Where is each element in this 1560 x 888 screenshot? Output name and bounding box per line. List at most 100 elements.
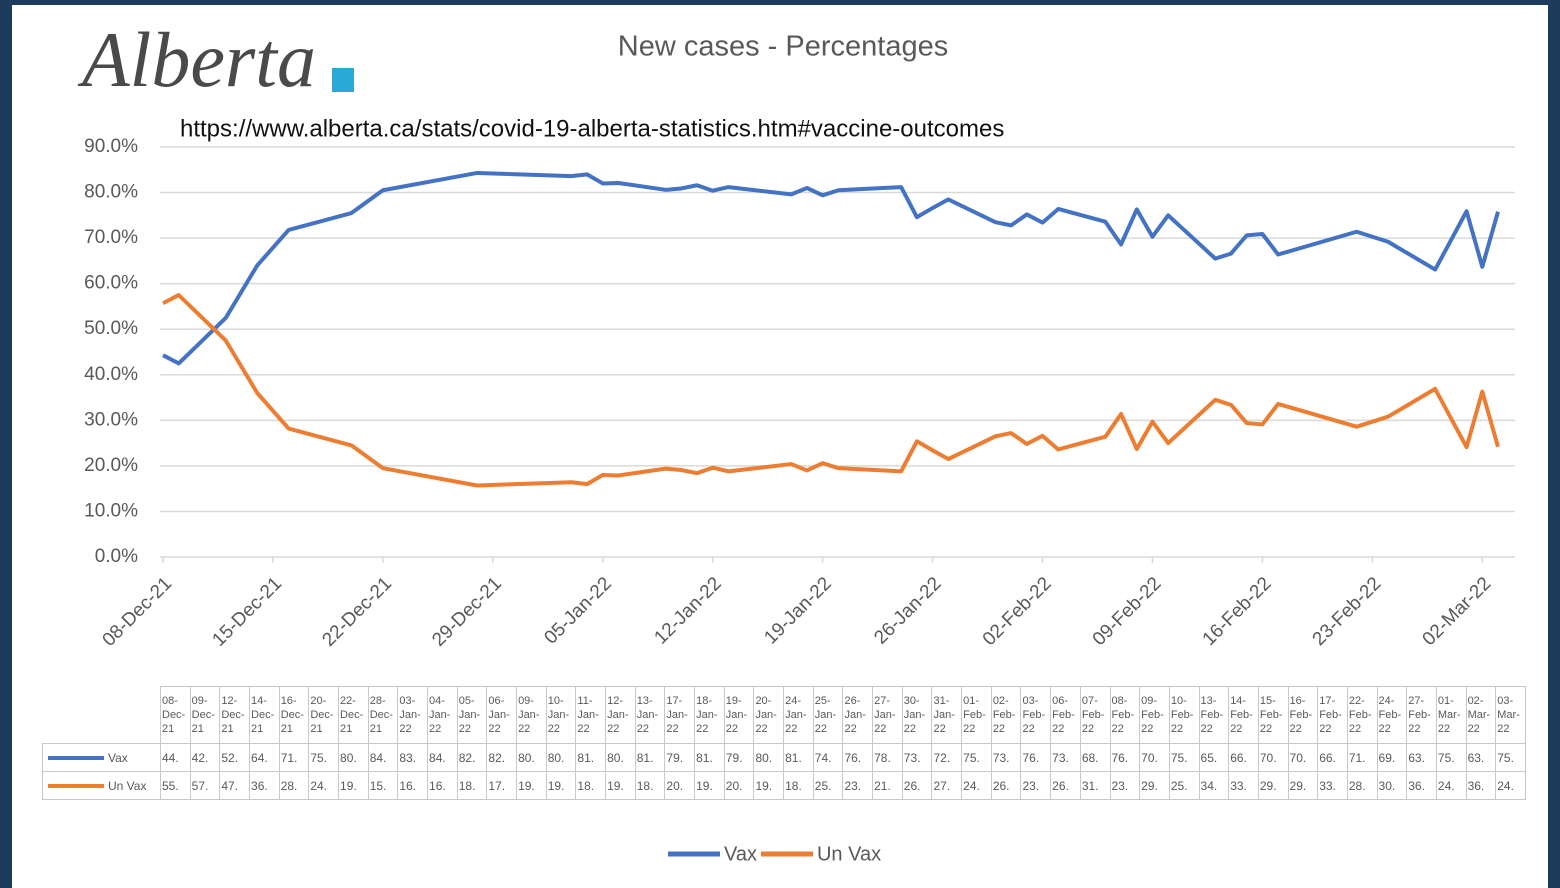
header-cell: 19-Jan-22 [723,686,755,744]
value-cell: 27. [931,771,963,800]
value-cell: 26. [901,771,933,800]
value-cell: 36. [249,771,280,800]
header-cell: 24-Feb-22 [1376,686,1408,744]
value-cell: 24. [1495,771,1526,800]
annotation: https://www.alberta.ca/stats/covid-19-al… [180,115,1004,142]
value-cell: 80. [605,743,636,772]
value-cell: 80. [753,743,785,772]
header-cell: 12-Jan-22 [605,686,636,744]
y-tick-label: 0.0% [95,546,138,567]
value-cell: 26. [1050,771,1081,800]
chart-title: New cases - Percentages [618,31,948,63]
header-cell: 04-Jan-22 [427,686,458,744]
header-cell: 10-Jan-22 [545,686,577,744]
value-cell: 64. [249,743,280,772]
value-cell: 18. [783,771,814,800]
row-name: Un Vax [108,778,147,793]
value-cell: 71. [278,743,310,772]
value-cell: 29. [1139,771,1170,800]
value-cell: 19. [605,771,636,800]
header-cell: 16-Dec-21 [278,686,310,744]
x-tick-label: 08-Dec-21 [98,573,176,651]
value-cell: 80. [338,743,369,772]
x-tick-label: 12-Jan-22 [650,573,725,648]
value-cell: 36. [1406,771,1437,800]
value-cell: 24. [961,771,992,800]
value-cell: 24. [1435,771,1467,800]
value-cell: 23. [1109,771,1141,800]
y-tick-label: 90.0% [84,136,138,157]
value-cell: 81. [575,743,607,772]
value-cell: 33. [1317,771,1348,800]
header-cell: 09-Jan-22 [516,686,547,744]
value-cell: 20. [723,771,755,800]
value-cell: 17. [486,771,518,800]
value-cell: 19. [545,771,577,800]
value-cell: 66. [1228,743,1259,772]
header-cell: 09-Feb-22 [1139,686,1170,744]
value-cell: 75. [1435,743,1467,772]
header-cell: 27-Feb-22 [1406,686,1437,744]
value-cell: 80. [545,743,577,772]
value-cell: 76. [842,743,874,772]
row-name: Vax [108,750,128,765]
value-cell: 52. [219,743,251,772]
value-cell: 33. [1228,771,1259,800]
value-cell: 75. [308,743,340,772]
value-cell: 76. [1020,743,1052,772]
series-row: Un Vax 55. 57. 47. 36. 28. 24. 19. 15. 16. 16. 18. 1… [42,771,1526,800]
series-row: Vax 44. 42. 52. 64. 71. 75. 80. 84. 83. 84. 82. 82. 8… [42,743,1526,772]
legend-label: Un Vax [817,843,881,865]
logo: Alberta [77,16,316,103]
header-cell: 09-Dec-21 [189,686,221,744]
value-cell: 16. [397,771,429,800]
value-cell: 55. [160,771,191,800]
header-cell: 07-Feb-22 [1079,686,1111,744]
value-cell: 23. [842,771,874,800]
header-cell: 01-Mar-22 [1435,686,1467,744]
x-tick-label: 26-Jan-22 [870,573,945,648]
value-cell: 31. [1079,771,1111,800]
value-cell: 81. [634,743,666,772]
value-cell: 76. [1109,743,1141,772]
value-cell: 19. [516,771,547,800]
value-cell: 74. [812,743,844,772]
header-cell: 30-Jan-22 [901,686,933,744]
x-tick-label: 23-Feb-22 [1309,573,1386,650]
value-cell: 70. [1287,743,1319,772]
value-cell: 65. [1198,743,1230,772]
value-cell: 29. [1257,771,1289,800]
header-cell: 14-Feb-22 [1228,686,1259,744]
value-cell: 66. [1317,743,1348,772]
x-tick-label: 09-Feb-22 [1089,573,1166,650]
value-cell: 71. [1346,743,1378,772]
header-cell: 27-Jan-22 [872,686,903,744]
value-cell: 34. [1198,771,1230,800]
y-tick-label: 30.0% [84,409,138,430]
data-table: 08-Dec-21 09-Dec-21 12-Dec-21 14-Dec-21 16-D… [42,686,1526,800]
y-tick-label: 80.0% [84,182,138,203]
value-cell: 44. [160,743,191,772]
y-tick-label: 40.0% [84,364,138,385]
value-cell: 30. [1376,771,1408,800]
value-cell: 21. [872,771,903,800]
value-cell: 84. [427,743,458,772]
x-tick-label: 05-Jan-22 [540,573,615,648]
x-tick-label: 02-Mar-22 [1419,573,1496,650]
y-tick-label: 60.0% [84,273,138,294]
y-tick-label: 50.0% [84,318,138,339]
header-row: 08-Dec-21 09-Dec-21 12-Dec-21 14-Dec-21 16-D… [43,686,1526,744]
value-cell: 25. [812,771,844,800]
value-cell: 18. [634,771,666,800]
value-cell: 68. [1079,743,1111,772]
header-cell: 03-Mar-22 [1495,686,1526,744]
header-cell: 02-Mar-22 [1465,686,1497,744]
legend-label: Vax [724,843,757,865]
header-cell: 16-Feb-22 [1287,686,1319,744]
value-cell: 73. [901,743,933,772]
header-cell: 22-Dec-21 [338,686,369,744]
value-cell: 18. [456,771,488,800]
header-cell: 15-Feb-22 [1257,686,1289,744]
